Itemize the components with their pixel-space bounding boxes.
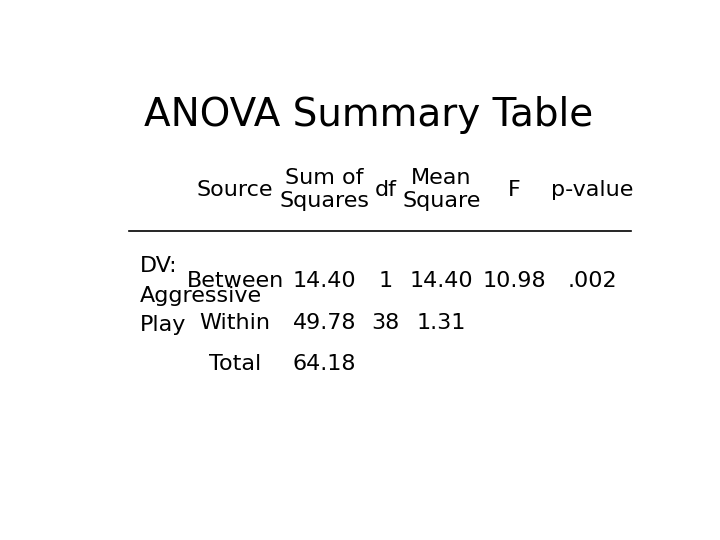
Text: .002: .002: [567, 271, 617, 291]
Text: Total: Total: [209, 354, 261, 374]
Text: 49.78: 49.78: [292, 313, 356, 333]
Text: df: df: [374, 179, 397, 200]
Text: Aggressive: Aggressive: [140, 286, 262, 306]
Text: 1.31: 1.31: [417, 313, 467, 333]
Text: 14.40: 14.40: [292, 271, 356, 291]
Text: Source: Source: [197, 179, 274, 200]
Text: Sum of
Squares: Sum of Squares: [279, 168, 369, 211]
Text: p-value: p-value: [551, 179, 634, 200]
Text: 64.18: 64.18: [292, 354, 356, 374]
Text: 10.98: 10.98: [482, 271, 546, 291]
Text: Play: Play: [140, 315, 186, 335]
Text: Between: Between: [186, 271, 284, 291]
Text: Mean
Square: Mean Square: [402, 168, 481, 211]
Text: Within: Within: [199, 313, 271, 333]
Text: DV:: DV:: [140, 256, 178, 276]
Text: ANOVA Summary Table: ANOVA Summary Table: [145, 96, 593, 134]
Text: 1: 1: [379, 271, 393, 291]
Text: 14.40: 14.40: [410, 271, 473, 291]
Text: F: F: [508, 179, 521, 200]
Text: 38: 38: [372, 313, 400, 333]
